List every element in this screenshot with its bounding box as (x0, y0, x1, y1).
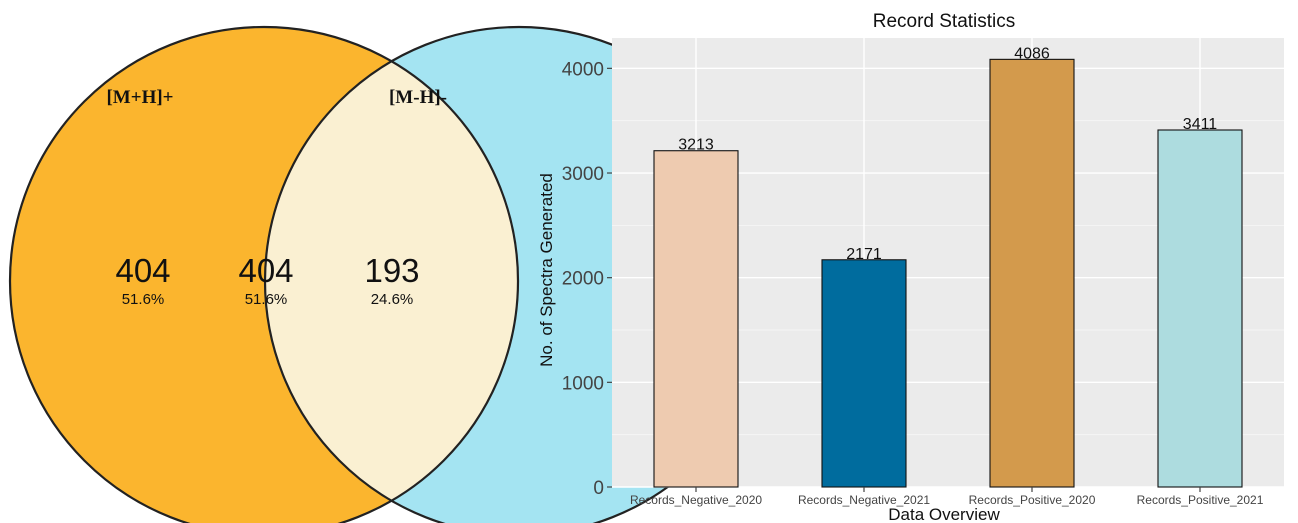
venn-count-overlap: 404 (238, 252, 293, 289)
venn-outline-left (8, 25, 520, 523)
bars (653, 58, 1243, 488)
bar-chart: Record Statistics 3213 2171 4086 3411 0 1000… (537, 11, 1284, 523)
data-label: 3411 (1183, 116, 1218, 133)
x-tick-label: Records_Negative_2021 (798, 493, 930, 507)
venn-percent-overlap: 51.6% (245, 291, 288, 308)
bar-records-positive-2020 (989, 58, 1075, 488)
venn-intersection (265, 61, 518, 501)
bar-records-positive-2021 (1157, 129, 1243, 488)
data-label: 2171 (846, 246, 882, 263)
venn-percent-right: 24.6% (371, 291, 414, 308)
venn-percent-left: 51.6% (122, 291, 165, 308)
venn-count-left: 404 (115, 252, 170, 289)
chart-title: Record Statistics (873, 11, 1016, 32)
data-labels: 3213 2171 4086 3411 (678, 45, 1217, 262)
y-tick-label: 2000 (562, 269, 604, 290)
venn-label-right: [M-H]- (389, 87, 447, 108)
y-tick-label: 4000 (562, 59, 604, 80)
data-label: 4086 (1014, 45, 1050, 62)
x-tick-label: Records_Positive_2021 (1137, 493, 1264, 507)
y-axis-title: No. of Spectra Generated (537, 173, 556, 367)
bar-records-negative-2020 (653, 150, 739, 488)
y-tick-label: 3000 (562, 164, 604, 185)
y-tick-label: 1000 (562, 373, 604, 394)
venn-label-left: [M+H]+ (106, 87, 173, 108)
y-tick-label: 0 (593, 478, 604, 499)
venn-count-right: 193 (364, 252, 419, 289)
bar-records-negative-2021 (821, 259, 907, 488)
x-axis-title: Data Overview (888, 505, 1000, 523)
x-axis-ticks: Records_Negative_2020 Records_Negative_20… (630, 487, 1264, 507)
x-tick-label: Records_Positive_2020 (969, 493, 1096, 507)
x-tick-label: Records_Negative_2020 (630, 493, 762, 507)
data-label: 3213 (678, 137, 714, 154)
y-axis-ticks: 0 1000 2000 3000 4000 (562, 59, 612, 499)
